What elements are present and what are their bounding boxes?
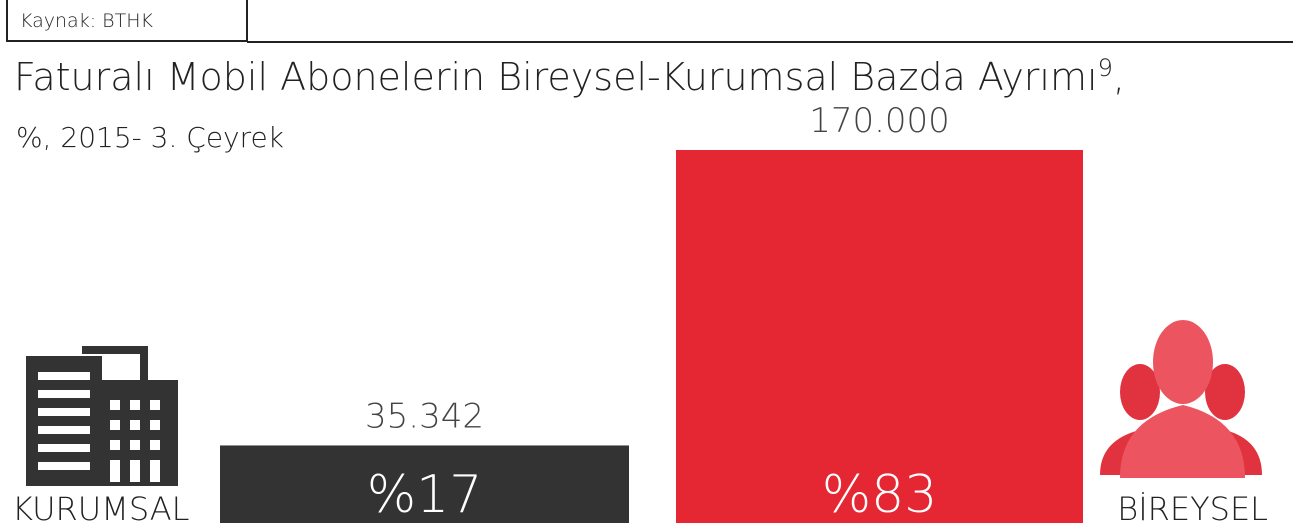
source: Kaynak: BTHK xyxy=(20,10,153,32)
category-label: KURUMSAL xyxy=(12,490,189,528)
share-label: %83 xyxy=(822,465,938,525)
chart-title: Faturalı Mobil Abonelerin Bireysel-Kurum… xyxy=(14,54,1125,99)
people-icon xyxy=(1100,320,1262,478)
title-end: , xyxy=(1113,55,1125,99)
title-text: Faturalı Mobil Abonelerin Bireysel-Kurum… xyxy=(14,55,1098,99)
value-label: 35.342 xyxy=(365,396,484,436)
source-box xyxy=(6,0,248,42)
building-icon xyxy=(26,346,178,486)
share-label: %17 xyxy=(367,465,483,525)
bar xyxy=(220,445,629,523)
chart-subtitle: %, 2015- 3. Çeyrek xyxy=(16,121,284,154)
bar xyxy=(676,150,1083,523)
title-footnote: 9 xyxy=(1098,54,1113,82)
category-label: BİREYSEL xyxy=(1117,490,1268,528)
value-label: 170.000 xyxy=(809,101,950,141)
